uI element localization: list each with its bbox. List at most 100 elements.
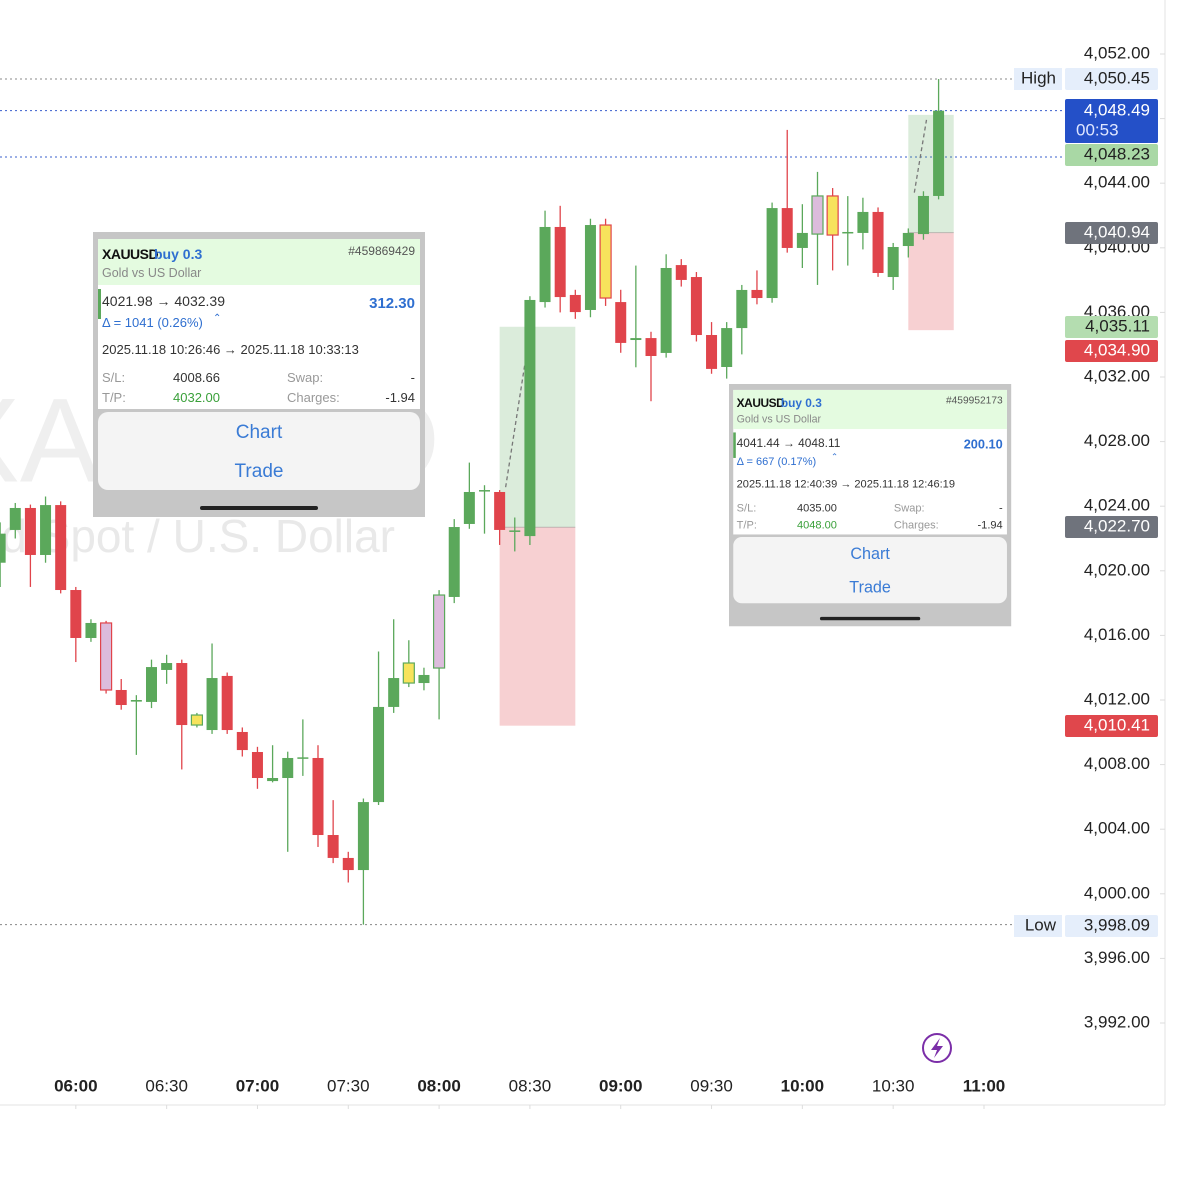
candle-body <box>388 678 400 707</box>
candle-body <box>584 225 596 310</box>
position-badge-label: 4,048.23 <box>1084 144 1150 163</box>
candle-body <box>402 662 415 684</box>
candle-body <box>509 530 521 532</box>
candle-body <box>161 663 173 670</box>
symbol: XAUUSD <box>102 246 159 262</box>
y-tick-label: 4,008.00 <box>1084 754 1150 773</box>
candle-body <box>115 689 127 706</box>
candle-body <box>842 231 854 234</box>
x-tick-label: 08:30 <box>509 1076 552 1095</box>
y-tick-label: 4,052.00 <box>1084 43 1150 62</box>
candle-body <box>373 706 385 803</box>
candle-body <box>796 232 808 248</box>
candle-body <box>751 289 763 299</box>
x-tick-label: 11:00 <box>963 1076 1006 1095</box>
lightning-bolt <box>931 1038 943 1058</box>
side: buy 0.3 <box>780 395 822 410</box>
trade-details: XAUUSD buy 0.3 #459869429 Gold vs US Dollar… <box>98 239 420 409</box>
candle-body <box>690 277 702 336</box>
candle-body <box>190 714 204 726</box>
x-tick-label: 10:00 <box>781 1076 824 1095</box>
trade-card: XAUUSD buy 0.3 #459869429 Gold vs US Dollar… <box>93 232 425 517</box>
action-sheet[interactable]: Chart Trade <box>98 412 420 490</box>
prices: 4021.98 → 4032.39 <box>102 293 225 309</box>
low-badge <box>1065 915 1158 937</box>
action-button[interactable]: Chart <box>235 422 283 443</box>
x-tick-label: 09:30 <box>690 1076 733 1095</box>
candle-body <box>645 338 657 357</box>
swap-label: Swap: <box>893 501 925 515</box>
last-price-label: 4,048.49 <box>1084 100 1150 119</box>
description: Gold vs US Dollar <box>102 266 202 280</box>
profit-zone <box>908 114 954 233</box>
y-tick-label: 4,004.00 <box>1084 819 1150 838</box>
tp-label: T/P: <box>736 518 757 532</box>
position-badge <box>1065 144 1158 166</box>
position-badge-label: 4,035.11 <box>1085 316 1150 335</box>
candle-body <box>342 857 354 871</box>
candle-body <box>327 835 339 858</box>
action-button[interactable]: Trade <box>849 578 891 597</box>
sl-label: S/L: <box>736 501 757 515</box>
high-badge-label: 4,050.45 <box>1084 68 1150 87</box>
y-tick-label: 4,028.00 <box>1084 431 1150 450</box>
low-badge-label: 3,998.09 <box>1084 915 1150 934</box>
candle-body <box>99 622 113 691</box>
candle-body <box>826 195 839 236</box>
candle-body <box>539 226 551 303</box>
y-tick-label: 3,992.00 <box>1084 1012 1150 1031</box>
candle-body <box>917 195 929 235</box>
y-tick-label: 4,020.00 <box>1084 560 1150 579</box>
home-indicator <box>819 616 921 621</box>
candle-body <box>630 338 642 341</box>
caret: ⌃ <box>831 452 839 463</box>
y-tick-label: 4,024.00 <box>1084 496 1150 515</box>
action-button[interactable]: Trade <box>234 461 284 482</box>
tp: 4032.00 <box>173 390 220 405</box>
candle-body <box>766 208 778 299</box>
position-badge <box>1065 516 1158 538</box>
x-tick-label: 10:30 <box>872 1076 915 1095</box>
candle-body <box>176 663 188 726</box>
swap: - <box>999 501 1003 515</box>
swap: - <box>410 370 415 385</box>
position-badge-label: 4,022.70 <box>1084 516 1150 535</box>
candle-body <box>70 590 82 638</box>
candle-body <box>146 667 157 702</box>
y-tick-label: 4,016.00 <box>1084 625 1150 644</box>
times: 2025.11.18 12:40:39 → 2025.11.18 12:46:1… <box>736 477 955 491</box>
candle-body <box>236 731 248 751</box>
candle-body <box>494 491 506 530</box>
trade-card: XAUUSD buy 0.3 #459952173 Gold vs US Dollar… <box>729 384 1012 627</box>
candle-body <box>24 507 36 555</box>
candle-body <box>811 195 824 235</box>
ticket: #459869429 <box>348 244 415 258</box>
candle-body <box>9 507 21 530</box>
delta: Δ = 1041 (0.26%) <box>102 315 203 330</box>
swap-label: Swap: <box>287 370 324 385</box>
last-price-badge <box>1065 99 1158 143</box>
action-button[interactable]: Chart <box>850 545 890 564</box>
x-tick-label: 07:00 <box>236 1076 279 1095</box>
delta: Δ = 667 (0.17%) <box>736 454 817 468</box>
charges-label: Charges: <box>893 518 939 532</box>
times: 2025.11.18 10:26:46 → 2025.11.18 10:33:1… <box>102 342 359 357</box>
trade-header: XAUUSD buy 0.3 #459952173 Gold vs US Dollar <box>733 389 1007 430</box>
y-tick-label: 3,996.00 <box>1084 948 1150 967</box>
candle-body <box>554 226 566 298</box>
y-tick-label: 4,012.00 <box>1084 689 1150 708</box>
action-sheet[interactable]: Chart Trade <box>733 537 1007 604</box>
position-badge <box>1065 316 1158 338</box>
profit-zone <box>499 326 576 528</box>
x-tick-label: 06:30 <box>145 1076 188 1095</box>
low-tag-label: Low <box>1025 915 1057 934</box>
low-tag <box>1014 915 1062 937</box>
candle-body <box>312 757 324 836</box>
high-badge <box>1065 68 1158 90</box>
sl: 4035.00 <box>797 501 837 515</box>
charges: -1.94 <box>977 518 1003 532</box>
position-badge-label: 4,010.41 <box>1084 715 1150 734</box>
candle-body <box>251 752 263 779</box>
ticket: #459952173 <box>945 394 1003 407</box>
